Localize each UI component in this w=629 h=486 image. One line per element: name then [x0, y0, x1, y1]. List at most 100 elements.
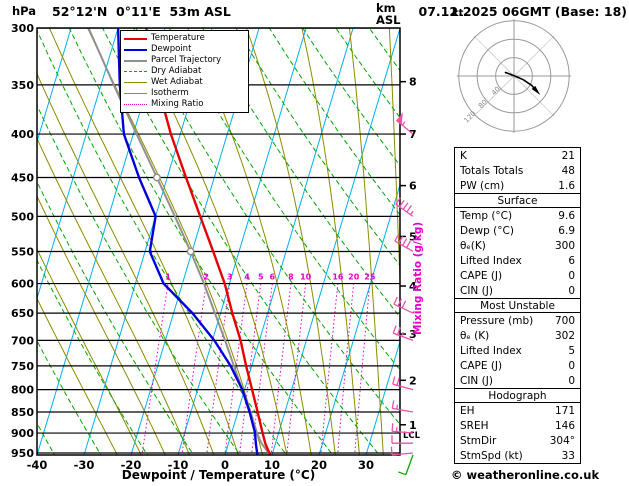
table-label: Dewp (°C) — [460, 224, 514, 237]
table-row-dewp-c: Dewp (°C) 6.9 — [455, 223, 580, 238]
legend-label: Isotherm — [151, 88, 189, 98]
svg-text:550: 550 — [11, 245, 34, 258]
svg-text:1: 1 — [165, 273, 171, 282]
parcel-trajectory-curve — [87, 28, 271, 455]
legend-item-wet-adiabat: Wet Adiabat — [124, 77, 245, 88]
table-label: CAPE (J) — [460, 359, 503, 372]
wind-barb — [392, 325, 414, 342]
svg-text:0: 0 — [221, 458, 229, 472]
table-row-temp-c: Temp (°C) 9.6 — [455, 208, 580, 223]
copyright: © weatheronline.co.uk — [451, 468, 600, 482]
wind-barb — [392, 376, 414, 391]
legend-label: Dewpoint — [151, 44, 192, 54]
svg-text:16: 16 — [332, 273, 344, 282]
svg-text:20: 20 — [348, 273, 360, 282]
legend-label: Dry Adiabat — [151, 66, 202, 76]
svg-text:4: 4 — [409, 280, 417, 293]
table-row-cape-j: CAPE (J) 0 — [455, 358, 580, 373]
table-value: 6 — [568, 254, 575, 267]
x-axis-label: Dewpoint / Temperature (°C) — [121, 468, 316, 482]
wind-barb — [395, 197, 414, 217]
table-value: 700 — [554, 314, 575, 327]
hodograph-unit-label: kt — [452, 8, 464, 19]
table-value: 0 — [568, 374, 575, 387]
svg-text:600: 600 — [11, 278, 34, 291]
table-value: 48 — [561, 164, 575, 177]
svg-text:5: 5 — [409, 230, 417, 243]
table-label: Temp (°C) — [460, 209, 513, 222]
wind-barb — [391, 400, 414, 413]
mixing-ratio-labels: 1 2 3 4 5 6 8 10 16 20 25 — [165, 273, 376, 282]
legend-item-dewpoint: Dewpoint — [124, 44, 245, 55]
table-value: 302 — [554, 329, 575, 342]
plot-area: 1 2 3 4 5 6 8 10 16 20 25 — [37, 28, 400, 455]
svg-text:8: 8 — [409, 76, 417, 89]
svg-text:5: 5 — [258, 273, 264, 282]
pressure-gridlines — [37, 28, 400, 454]
table-label: θₑ(K) — [460, 239, 486, 252]
table-label: Totals Totals — [460, 164, 524, 177]
table-section-surface: Surface — [455, 193, 580, 208]
svg-text:1: 1 — [409, 419, 417, 432]
table-value: 6.9 — [558, 224, 575, 237]
altitude-axis: 1 2 3 4 5 6 7 8 — [400, 76, 417, 432]
table-row-pw-cm: PW (cm) 1.6 — [455, 178, 580, 193]
svg-text:3: 3 — [227, 273, 233, 282]
wind-barb — [390, 446, 414, 456]
table-value: 0 — [568, 284, 575, 297]
table-value: 5 — [568, 344, 575, 357]
station-title: 52°12'N 0°11'E 53m ASL — [52, 4, 231, 19]
svg-text:850: 850 — [11, 406, 34, 419]
indices-table: K 21 Totals Totals 48 PW (cm) 1.6 Surface Temp … — [454, 147, 581, 464]
table-label: CIN (J) — [460, 374, 493, 387]
hodograph-ring-label: 120 — [462, 110, 477, 125]
table-value: 21 — [561, 149, 575, 162]
legend-swatch — [124, 59, 147, 62]
legend-swatch — [124, 48, 147, 51]
legend-swatch — [124, 71, 147, 72]
svg-text:650: 650 — [11, 307, 34, 320]
svg-text:700: 700 — [11, 334, 34, 347]
hodograph-ring-label: 40 — [490, 85, 502, 97]
svg-text:10: 10 — [300, 273, 312, 282]
legend-label: Wet Adiabat — [151, 77, 203, 87]
table-row-pressure-mb: Pressure (mb) 700 — [455, 313, 580, 328]
svg-text:6: 6 — [409, 180, 417, 193]
svg-text:6: 6 — [270, 273, 276, 282]
table-section-hodograph: Hodograph — [455, 388, 580, 403]
table-label: CIN (J) — [460, 284, 493, 297]
table-row-cape-j: CAPE (J) 0 — [455, 268, 580, 283]
table-section-most-unstable: Most Unstable — [455, 298, 580, 313]
table-label: K — [460, 149, 467, 162]
hodograph-arrow — [531, 85, 541, 96]
parcel-marker — [152, 173, 161, 182]
svg-text:400: 400 — [11, 128, 34, 141]
svg-text:500: 500 — [11, 210, 34, 223]
table-value: 0 — [568, 269, 575, 282]
table-value: 9.6 — [558, 209, 575, 222]
wind-barb — [393, 296, 414, 314]
svg-text:-40: -40 — [27, 458, 48, 472]
altitude-unit-km: km — [376, 1, 396, 15]
legend: Temperature Dewpoint Parcel Trajectory Dry … — [120, 30, 249, 113]
svg-text:750: 750 — [11, 360, 34, 373]
legend-swatch — [124, 82, 147, 83]
table-value: 304° — [549, 434, 575, 447]
legend-item-isotherm: Isotherm — [124, 88, 245, 99]
legend-item-dry-adiabat: Dry Adiabat — [124, 66, 245, 77]
svg-text:2: 2 — [203, 273, 209, 282]
table-row-sreh: SREH 146 — [455, 418, 580, 433]
parcel-marker — [186, 247, 195, 256]
table-row-lifted-index: Lifted Index 6 — [455, 253, 580, 268]
wind-barbs — [390, 112, 414, 476]
table-row-k: θₑ (K) 302 — [455, 328, 580, 343]
svg-text:2: 2 — [409, 374, 417, 387]
temperature-curve — [145, 28, 272, 455]
wind-barb — [391, 435, 413, 444]
legend-label: Parcel Trajectory — [151, 55, 222, 65]
table-label: Pressure (mb) — [460, 314, 534, 327]
table-row-k: K 21 — [455, 148, 580, 163]
table-value: 33 — [561, 449, 575, 462]
hodograph-trace — [504, 71, 537, 91]
svg-text:25: 25 — [364, 273, 376, 282]
